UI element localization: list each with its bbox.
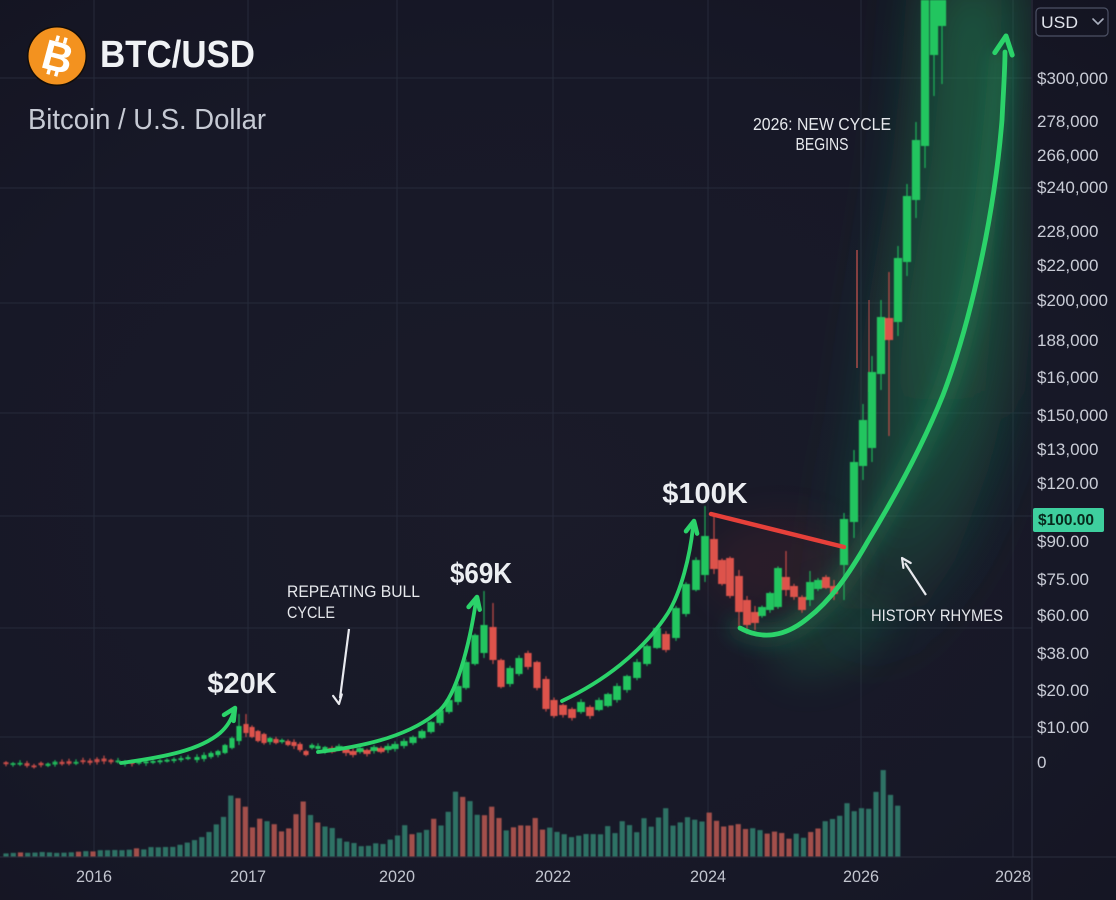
svg-text:$240,000: $240,000 [1037,178,1108,197]
svg-text:2028: 2028 [995,868,1031,886]
svg-text:$20.00: $20.00 [1037,681,1089,700]
svg-text:$16,000: $16,000 [1037,368,1098,387]
svg-text:CYCLE: CYCLE [287,604,335,622]
svg-text:278,000: 278,000 [1037,112,1098,131]
svg-text:$20K: $20K [207,668,276,700]
svg-text:BTC/USD: BTC/USD [100,34,255,76]
svg-text:2026: NEW CYCLE: 2026: NEW CYCLE [753,114,891,134]
svg-text:188,000: 188,000 [1037,331,1098,350]
svg-text:$90.00: $90.00 [1037,532,1089,551]
svg-text:$10.00: $10.00 [1037,718,1089,737]
svg-text:2017: 2017 [230,868,266,886]
svg-text:HISTORY RHYMES: HISTORY RHYMES [871,606,1003,625]
svg-text:$75.00: $75.00 [1037,570,1089,589]
svg-text:USD: USD [1041,13,1078,32]
svg-text:$300,000: $300,000 [1037,69,1108,88]
svg-text:2020: 2020 [379,868,415,886]
svg-text:$150,000: $150,000 [1037,406,1108,425]
svg-text:$22,000: $22,000 [1037,256,1098,275]
svg-text:2022: 2022 [535,868,571,886]
svg-text:$100K: $100K [662,478,748,510]
svg-text:$120.00: $120.00 [1037,474,1098,493]
svg-text:$100.00: $100.00 [1038,512,1094,529]
svg-text:$69K: $69K [450,558,512,590]
svg-text:2024: 2024 [690,868,726,886]
svg-text:0: 0 [1037,753,1046,772]
svg-text:$200,000: $200,000 [1037,291,1108,310]
svg-text:2016: 2016 [76,868,112,886]
svg-text:$60.00: $60.00 [1037,606,1089,625]
svg-text:228,000: 228,000 [1037,222,1098,241]
svg-text:REPEATING BULL: REPEATING BULL [287,583,420,601]
svg-text:$13,000: $13,000 [1037,440,1098,459]
svg-text:266,000: 266,000 [1037,146,1098,165]
svg-text:Bitcoin / U.S. Dollar: Bitcoin / U.S. Dollar [28,104,266,136]
svg-text:BEGINS: BEGINS [796,134,849,154]
svg-text:$38.00: $38.00 [1037,644,1089,663]
svg-text:2026: 2026 [843,868,879,886]
